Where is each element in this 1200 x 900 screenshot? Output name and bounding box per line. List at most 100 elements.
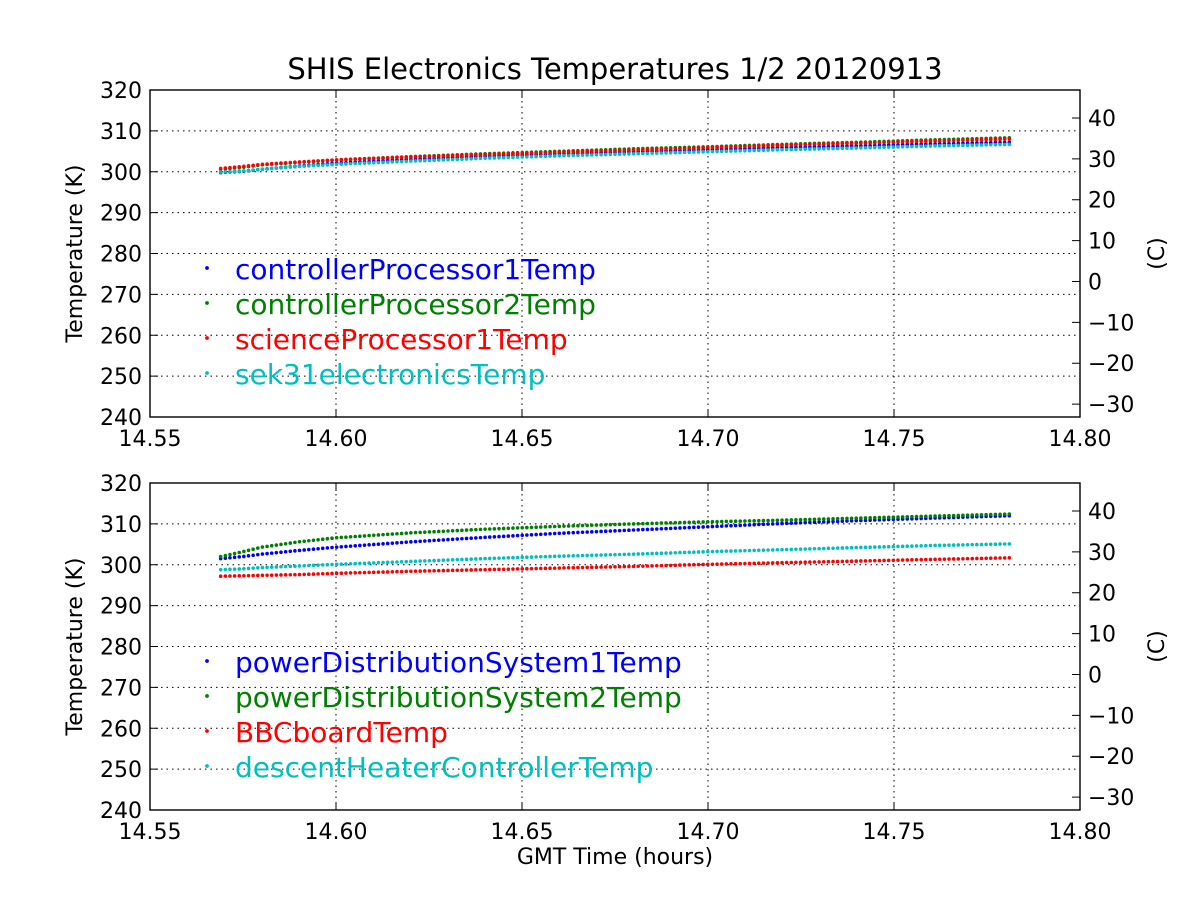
data-point	[812, 520, 817, 525]
data-point	[733, 561, 738, 566]
y-tick-label: 320	[100, 79, 142, 104]
data-point	[812, 517, 817, 522]
data-point	[849, 146, 854, 150]
data-point	[548, 154, 552, 158]
data-point	[664, 151, 668, 155]
data-point	[265, 565, 269, 570]
data-point	[594, 553, 599, 557]
data-point	[845, 146, 849, 151]
data-point	[557, 531, 562, 536]
data-point	[590, 565, 594, 570]
data-point	[696, 150, 701, 154]
data-point	[525, 566, 529, 571]
data-point	[747, 523, 752, 527]
data-point	[348, 571, 353, 575]
data-point	[826, 519, 831, 524]
data-point	[501, 152, 506, 156]
data-point	[255, 546, 260, 550]
data-point	[218, 574, 223, 578]
data-point	[487, 152, 492, 157]
data-point	[274, 161, 279, 166]
data-point	[506, 556, 511, 560]
data-point	[265, 162, 269, 166]
data-point	[566, 150, 571, 154]
data-point	[961, 513, 965, 518]
data-point	[450, 157, 455, 162]
data-point	[859, 545, 863, 550]
data-point	[1007, 556, 1012, 560]
data-point	[798, 147, 803, 152]
data-point	[673, 563, 678, 568]
data-point	[367, 161, 371, 165]
data-point	[738, 144, 743, 149]
legend-marker	[205, 336, 209, 340]
data-point	[965, 138, 970, 142]
data-point	[237, 169, 242, 173]
data-point	[729, 562, 733, 566]
data-point	[965, 556, 970, 561]
data-point	[232, 555, 237, 560]
data-point	[942, 138, 947, 143]
data-point	[534, 555, 538, 559]
data-point	[348, 161, 353, 166]
series-scienceProcessor1Temp	[218, 137, 1012, 171]
data-point	[817, 517, 821, 521]
data-point	[868, 140, 872, 145]
data-point	[692, 520, 696, 525]
data-point	[826, 142, 831, 146]
data-point	[854, 516, 859, 520]
data-point	[831, 519, 835, 524]
data-point	[961, 543, 965, 547]
data-point	[738, 149, 743, 153]
data-point	[279, 564, 283, 569]
legend-label: descentHeaterControllerTemp	[235, 751, 653, 784]
data-point	[868, 515, 872, 520]
data-point	[464, 568, 469, 572]
data-point	[316, 563, 320, 567]
data-point	[622, 564, 627, 569]
data-point	[376, 533, 381, 537]
y-right-tick-label: 20	[1088, 582, 1116, 607]
data-point	[344, 562, 348, 566]
data-point	[376, 156, 381, 161]
data-point	[566, 524, 571, 528]
data-point	[784, 547, 789, 552]
data-point	[339, 571, 344, 575]
data-point	[478, 156, 483, 161]
data-point	[678, 563, 682, 567]
data-point	[242, 566, 246, 571]
data-point	[371, 542, 376, 547]
data-point	[701, 562, 705, 567]
data-point	[789, 521, 794, 525]
legend-label: scienceProcessor1Temp	[235, 323, 568, 356]
data-points	[218, 512, 1012, 578]
data-point	[845, 141, 849, 146]
data-point	[580, 149, 585, 154]
data-point	[719, 524, 724, 528]
data-point	[1002, 512, 1007, 516]
data-point	[251, 553, 255, 558]
data-point	[483, 535, 487, 540]
data-point	[984, 143, 988, 147]
data-point	[246, 168, 251, 173]
data-point	[965, 542, 970, 547]
data-point	[418, 530, 422, 535]
data-point	[316, 572, 320, 576]
data-point	[821, 560, 826, 564]
data-point	[603, 529, 608, 534]
data-point	[450, 558, 455, 562]
data-point	[362, 570, 367, 575]
data-point	[845, 519, 849, 523]
data-point	[724, 519, 729, 524]
data-point	[780, 521, 784, 526]
data-point	[928, 144, 933, 148]
legend-marker	[205, 301, 209, 305]
data-point	[956, 513, 961, 518]
data-point	[747, 148, 752, 153]
data-point	[812, 142, 817, 147]
data-point	[654, 563, 659, 568]
data-point	[552, 566, 557, 570]
data-point	[743, 148, 747, 153]
data-point	[951, 143, 956, 148]
data-point	[242, 164, 246, 169]
